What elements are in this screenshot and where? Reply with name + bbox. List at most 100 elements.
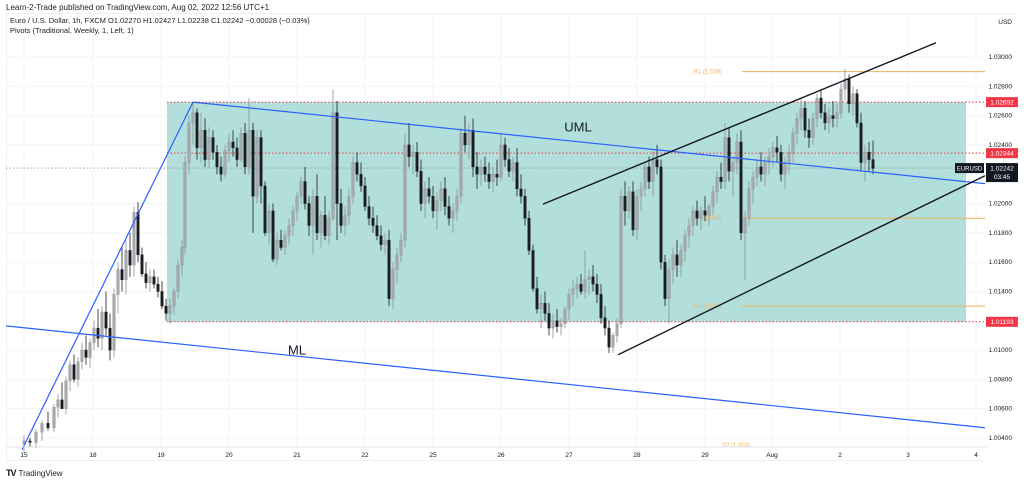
pivot-label: S1 (1.013) — [694, 304, 722, 310]
candle-body — [343, 215, 347, 226]
candle-body — [727, 137, 731, 172]
candle-body — [211, 137, 215, 153]
publish-info: Learn-2-Trade published on TradingView.c… — [6, 3, 270, 12]
candle-body — [543, 302, 547, 314]
bar-countdown-text: 03:45 — [994, 174, 1011, 181]
candle-body — [203, 130, 207, 160]
candle-body — [483, 166, 487, 175]
candle-body — [148, 276, 152, 283]
candle-body — [815, 97, 819, 119]
candle-body — [771, 147, 775, 157]
annotation-ml: ML — [288, 342, 306, 357]
candle-body — [283, 235, 287, 248]
candle-body — [503, 144, 507, 160]
candle-body — [515, 162, 519, 190]
candle-body — [659, 166, 663, 263]
candle-body — [851, 93, 855, 105]
candle-body — [511, 162, 515, 172]
candle-body — [823, 112, 827, 124]
candle-body — [563, 308, 567, 324]
candle-body — [707, 206, 711, 216]
time-tick: 4 — [974, 452, 978, 459]
candle-body — [471, 130, 475, 168]
candle-body — [863, 152, 867, 163]
pitchfork-handle-line[interactable] — [21, 101, 194, 450]
candle-body — [315, 196, 319, 234]
uml-line[interactable] — [192, 101, 986, 185]
candle-body — [871, 159, 875, 169]
indicator-line[interactable]: Pivots (Traditional, Weekly, 1, Left, 1) — [10, 26, 134, 35]
candle-body — [168, 305, 172, 314]
candle-body — [567, 294, 571, 310]
candle-body — [755, 166, 759, 178]
candle-body — [527, 217, 531, 251]
channel-lower-line[interactable] — [617, 175, 986, 356]
candle-body — [124, 250, 128, 280]
candle-body — [679, 250, 683, 266]
price-label-badge — [986, 97, 1018, 108]
candle-body — [187, 122, 191, 163]
candle-body — [172, 291, 176, 307]
candle-body — [507, 159, 511, 172]
time-tick: 22 — [361, 452, 369, 459]
candle-body — [719, 176, 723, 182]
candle-body — [551, 320, 555, 329]
price-tick: 1.02000 — [989, 201, 1013, 208]
candle-body — [723, 137, 727, 182]
range-box[interactable] — [167, 102, 966, 322]
candle-body — [467, 130, 471, 146]
candle-body — [379, 235, 383, 245]
candle-body — [739, 141, 743, 234]
candle-body — [731, 162, 735, 172]
candle-body — [331, 112, 335, 219]
price-tick: 1.02400 — [989, 142, 1013, 149]
candle-body — [387, 239, 391, 299]
footer: TV TradingView — [6, 468, 63, 478]
currency-label: USD — [998, 19, 1012, 26]
pivot-label: R1 (1.029) — [694, 70, 722, 76]
annotation-uml: UML — [564, 120, 591, 135]
candle-body — [52, 407, 56, 428]
candle-body — [28, 440, 32, 443]
candle-body — [327, 217, 331, 236]
price-tick: 1.02600 — [989, 113, 1013, 120]
candle-body — [243, 133, 247, 168]
price-tick: 1.00600 — [989, 406, 1013, 413]
candle-body — [399, 239, 403, 256]
candle-body — [811, 118, 815, 138]
price-label-text: 1.02692 — [990, 99, 1014, 106]
candle-body — [347, 196, 351, 216]
candle-body — [459, 133, 463, 197]
candle-body — [263, 185, 267, 234]
candle-body — [647, 166, 651, 182]
candle-body — [423, 188, 427, 204]
candle-body — [751, 176, 755, 190]
candle-body — [519, 188, 523, 197]
candle-body — [359, 174, 363, 187]
candle-body — [451, 210, 455, 219]
candle-body — [539, 302, 543, 310]
candle-body — [447, 206, 451, 219]
candle-body — [691, 210, 695, 226]
channel-upper-line[interactable] — [542, 42, 937, 205]
candle-body — [76, 361, 80, 380]
price-label-badge — [986, 148, 1018, 159]
candle-body — [291, 210, 295, 226]
ml-line[interactable] — [5, 325, 986, 429]
candle-body — [475, 166, 479, 175]
candle-body — [367, 206, 371, 219]
candle-body — [152, 276, 156, 285]
candle-body — [735, 141, 739, 163]
last-price-badge — [986, 163, 1018, 183]
candle-body — [223, 150, 227, 175]
candle-body — [40, 423, 44, 433]
time-tick: 20 — [225, 452, 233, 459]
candle-body — [439, 188, 443, 201]
price-tick: 1.01800 — [989, 230, 1013, 237]
candle-body — [363, 185, 367, 207]
candle-body — [88, 342, 92, 358]
brand-name: TradingView — [18, 468, 63, 478]
price-axis[interactable] — [986, 14, 1018, 461]
candle-body — [715, 176, 719, 193]
